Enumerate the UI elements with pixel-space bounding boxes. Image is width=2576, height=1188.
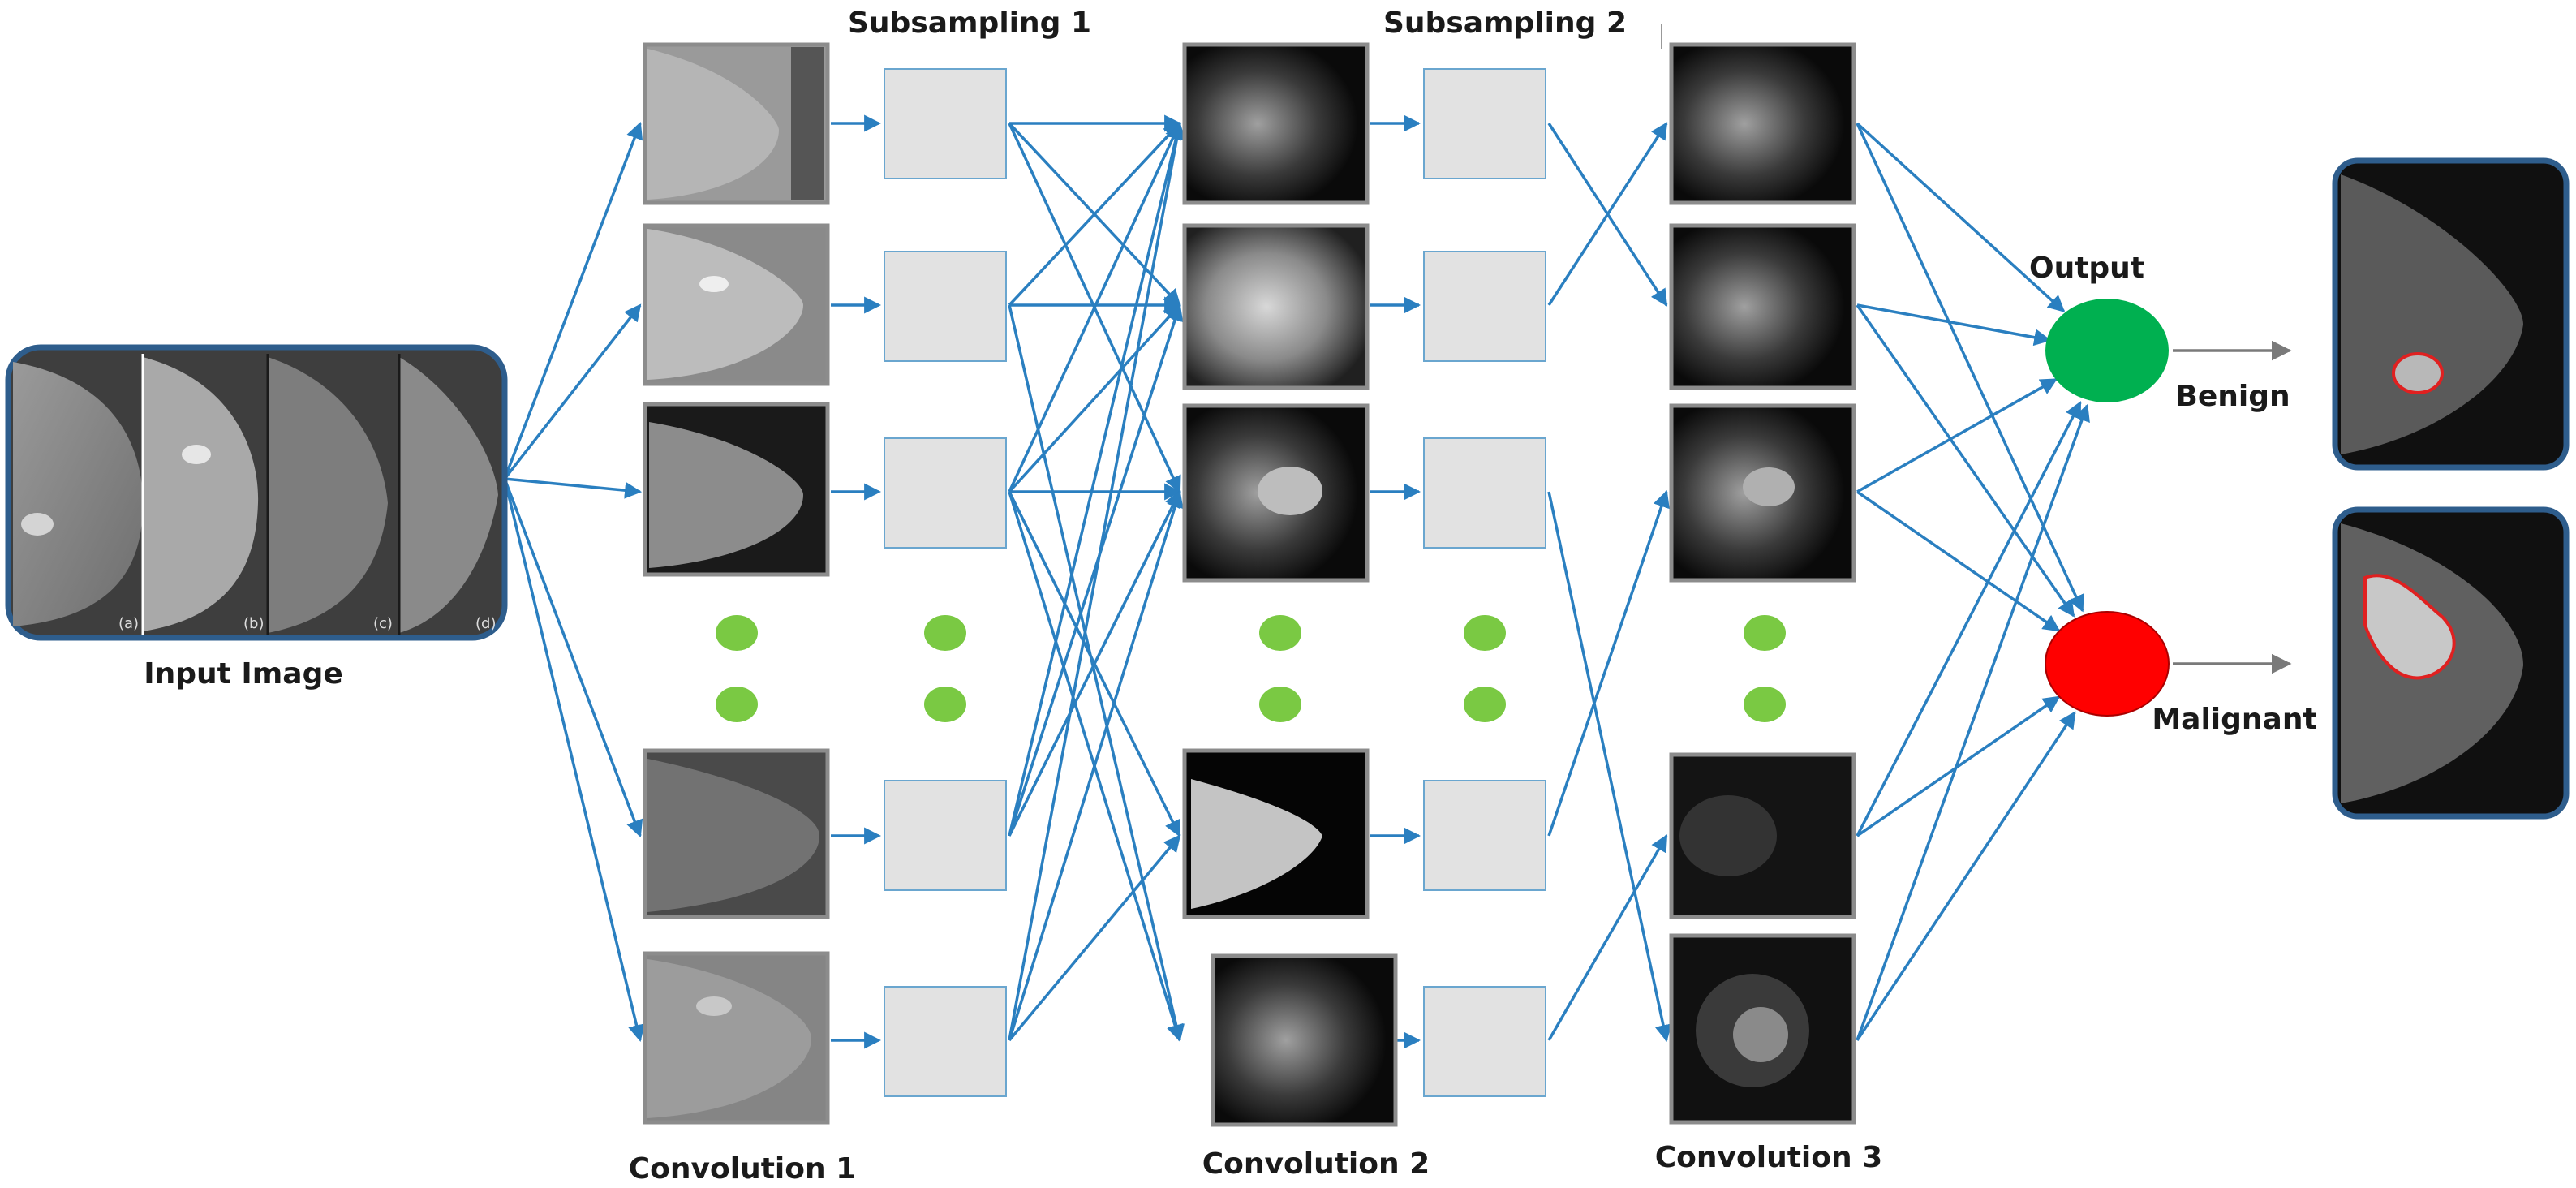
conv1-label: Convolution 1 — [629, 1152, 856, 1186]
arrow-pool2-3-to-conv3-5 — [1547, 491, 1672, 1043]
conv1-feature-maps — [643, 42, 830, 1125]
arrow-pool1-4-to-conv2-2 — [1008, 303, 1184, 837]
conv2-map-2 — [1182, 223, 1370, 390]
conv2-map-5 — [1211, 953, 1398, 1127]
conv3-map-2 — [1669, 223, 1856, 390]
panel-letter-c: (c) — [373, 615, 393, 632]
input-mammogram-strips — [13, 354, 498, 635]
arrow-conv3-1-to-benign — [1856, 122, 2066, 312]
arrow-conv3-2-to-benign — [1856, 303, 2052, 346]
panel-letter-d: (d) — [475, 615, 496, 632]
subsampling1-label: Subsampling 1 — [848, 6, 1091, 40]
arrow-pool1-5-to-conv2-1 — [1008, 121, 1185, 1041]
ellipsis-dots — [716, 615, 1786, 722]
arrow-pool1-5-to-conv2-3 — [1008, 489, 1184, 1041]
input-image-label: Input Image — [144, 657, 343, 691]
benign-lesion-outline — [2392, 352, 2444, 394]
benign-result-image — [2332, 157, 2570, 471]
output-label: Output — [2029, 252, 2144, 285]
pool1-box-2 — [884, 251, 1007, 362]
arrow-conv3-5-to-malignant — [1856, 711, 2076, 1041]
arrow-pool1-4-to-conv2-1 — [1008, 121, 1185, 837]
malignant-lesion-outline — [2363, 574, 2456, 680]
arrow-conv3-4-to-malignant — [1856, 695, 2061, 837]
pool1-box-3 — [884, 437, 1007, 549]
conv2-map-1 — [1182, 42, 1370, 205]
conv3-feature-maps — [1669, 42, 1856, 1125]
arrow-pool1-5-to-conv2-4 — [1008, 834, 1181, 1042]
arrow-conv3-1-to-malignant — [1856, 123, 2084, 613]
arrow-pool2-4-to-conv3-3 — [1547, 490, 1670, 837]
pool2-box-4 — [1423, 780, 1546, 891]
pool2-box-5 — [1423, 986, 1546, 1097]
subsampling2-boxes — [1423, 68, 1546, 1097]
panel-letter-b: (b) — [243, 615, 264, 632]
conv2-feature-maps — [1182, 42, 1398, 1127]
benign-output-node — [2045, 299, 2169, 402]
subsampling1-boxes — [884, 68, 1007, 1097]
conv3-map-1 — [1669, 42, 1856, 205]
pool1-box-4 — [884, 780, 1007, 891]
subsampling2-label: Subsampling 2 — [1383, 6, 1627, 40]
malignant-output-node — [2045, 611, 2170, 717]
arrow-conv3-4-to-benign — [1856, 401, 2082, 837]
conv2-label: Convolution 2 — [1202, 1147, 1430, 1181]
input-image-panel: (a) (b) (c) (d) — [5, 344, 508, 641]
arrow-conv3-3-to-benign — [1856, 377, 2058, 493]
arrow-input-to-conv1-4 — [503, 478, 643, 837]
arrow-input-to-conv1-2 — [503, 303, 642, 480]
connection-arrows — [503, 114, 2090, 1049]
malignant-label: Malignant — [2152, 703, 2316, 736]
conv3-label: Convolution 3 — [1655, 1141, 1882, 1174]
arrow-input-to-conv1-3 — [504, 477, 643, 499]
malignant-result-image — [2332, 506, 2570, 820]
arrow-pool2-5-to-conv3-4 — [1547, 834, 1668, 1041]
benign-label: Benign — [2175, 380, 2290, 413]
arrow-conv3-3-to-malignant — [1856, 490, 2061, 632]
arrow-pool1-3-to-conv2-2 — [1008, 303, 1181, 493]
arrow-pool1-4-to-conv2-3 — [1008, 490, 1181, 837]
arrow-pool1-2-to-conv2-5 — [1008, 304, 1185, 1043]
arrow-input-to-conv1-1 — [503, 122, 643, 480]
arrow-conv3-2-to-malignant — [1856, 303, 2075, 618]
panel-letter-a: (a) — [118, 615, 139, 632]
arrow-conv3-5-to-benign — [1856, 403, 2090, 1041]
arrow-pool1-2-to-conv2-1 — [1008, 122, 1181, 307]
pool1-box-5 — [884, 986, 1007, 1097]
arrow-pool2-2-to-conv3-1 — [1547, 122, 1668, 306]
pool2-box-1 — [1423, 68, 1546, 179]
pool2-box-3 — [1423, 437, 1546, 549]
arrow-input-to-conv1-5 — [503, 478, 645, 1043]
pool1-box-1 — [884, 68, 1007, 179]
pool2-box-2 — [1423, 251, 1546, 362]
arrow-pool1-3-to-conv2-1 — [1008, 122, 1181, 493]
